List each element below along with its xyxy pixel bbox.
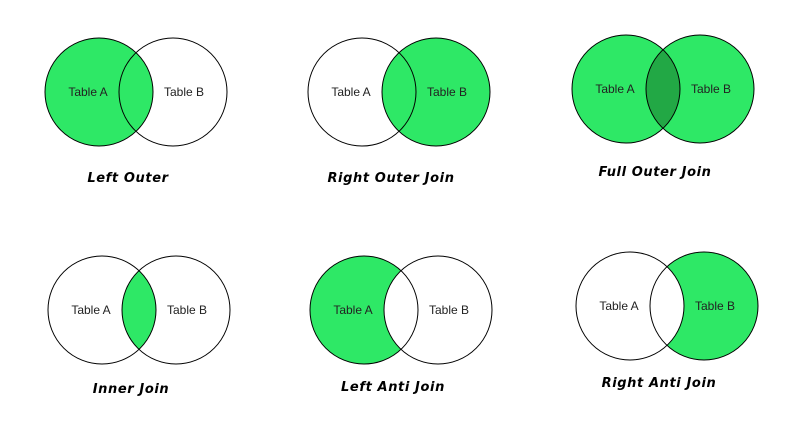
circle-b-outline (381, 37, 491, 147)
table-a-label: Table A (333, 303, 372, 317)
circle-b-outline (645, 34, 755, 144)
table-b-label: Table B (427, 85, 467, 99)
circle-b-outline (118, 37, 228, 147)
table-a-label: Table A (68, 85, 107, 99)
circle-a-outline (571, 34, 681, 144)
circle-a-outline (47, 255, 157, 365)
venn-diagram-2: Table A Table B Right Outer Join (307, 37, 491, 186)
circle-a-outline (309, 255, 419, 365)
table-b-label: Table B (691, 82, 731, 96)
table-b-label: Table B (164, 85, 204, 99)
table-b-label: Table B (167, 303, 207, 317)
circle-b-outline (383, 255, 493, 365)
table-b-label: Table B (429, 303, 469, 317)
diagram-caption: Left Outer (87, 171, 169, 186)
table-b-label: Table B (695, 299, 735, 313)
diagram-caption: Right Anti Join (602, 376, 717, 391)
table-a-label: Table A (599, 299, 638, 313)
circle-a-outline (44, 37, 154, 147)
diagram-caption: Left Anti Join (341, 380, 445, 395)
circle-a-outline (575, 251, 685, 361)
circle-b-outline (121, 255, 231, 365)
venn-diagram-1: Table A Table B Left Outer (44, 37, 228, 186)
circle-a-outline (307, 37, 417, 147)
diagram-caption: Inner Join (93, 382, 170, 397)
table-a-label: Table A (71, 303, 110, 317)
venn-diagram-6: Table A Table B Right Anti Join (575, 251, 759, 391)
diagram-caption: Right Outer Join (327, 171, 454, 186)
venn-diagram-4: Table A Table B Inner Join (47, 255, 231, 397)
table-a-label: Table A (331, 85, 370, 99)
circle-b-outline (649, 251, 759, 361)
diagram-caption: Full Outer Join (598, 165, 711, 180)
table-a-label: Table A (595, 82, 634, 96)
venn-diagram-5: Table A Table B Left Anti Join (309, 255, 493, 395)
venn-diagram-3: Table A Table B Full Outer Join (571, 34, 755, 180)
